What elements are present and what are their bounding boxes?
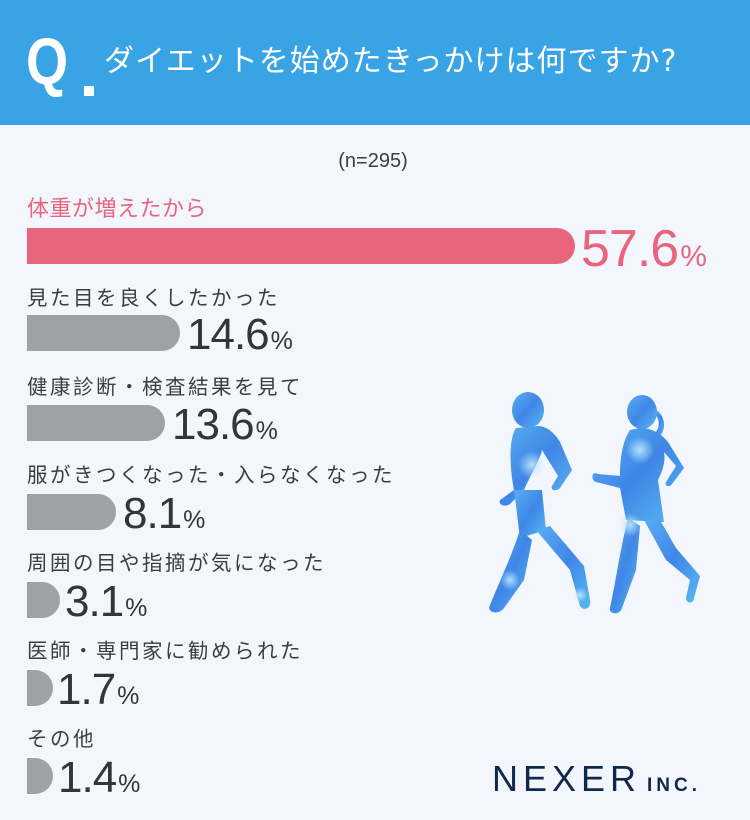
value-unit: % xyxy=(680,240,707,273)
value-unit: % xyxy=(118,770,141,798)
value-number: 14.6 xyxy=(187,310,270,359)
bar-value: 14.6% xyxy=(187,313,293,357)
bar-value: 1.7% xyxy=(57,668,139,712)
bar xyxy=(27,315,180,351)
value-unit: % xyxy=(117,682,140,710)
question-title: ダイエットを始めたきっかけは何ですか? xyxy=(104,44,678,79)
bar-label: 医師・専門家に勧められた xyxy=(27,639,303,663)
value-unit: % xyxy=(125,594,148,622)
company-logo: NEXER INC. xyxy=(492,758,701,800)
bar-label: 見た目を良くしたかった xyxy=(27,286,280,310)
bar-label: 体重が増えたから xyxy=(27,197,208,222)
bar xyxy=(27,405,165,441)
sample-size: (n=295) xyxy=(0,150,750,173)
value-number: 8.1 xyxy=(123,489,182,538)
bar-label: その他 xyxy=(27,727,96,751)
value-number: 3.1 xyxy=(65,577,124,626)
value-number: 13.6 xyxy=(172,400,255,449)
sample-size-text: (n=295) xyxy=(338,150,408,172)
bar xyxy=(27,758,53,794)
bar xyxy=(27,228,575,264)
logo-main: NEXER xyxy=(492,758,642,799)
bar-value: 8.1% xyxy=(123,492,205,536)
question-header: Q ダイエットを始めたきっかけは何ですか? xyxy=(0,0,750,125)
bar xyxy=(27,494,116,530)
bar-value: 13.6% xyxy=(172,403,278,447)
bar xyxy=(27,582,60,618)
bar-label: 周囲の目や指摘が気になった xyxy=(27,551,326,575)
runners-illustration xyxy=(489,392,700,614)
value-unit: % xyxy=(183,506,206,534)
bar-value: 57.6% xyxy=(581,223,707,275)
bar-label: 健康診断・検査結果を見て xyxy=(27,375,303,399)
value-unit: % xyxy=(255,417,278,445)
value-number: 1.4 xyxy=(58,753,117,802)
q-dot xyxy=(84,86,94,96)
bar-value: 3.1% xyxy=(65,580,147,624)
bar-label: 服がきつくなった・入らなくなった xyxy=(27,463,395,487)
q-mark: Q xyxy=(26,24,69,98)
value-number: 57.6 xyxy=(581,220,679,278)
logo-suffix: INC. xyxy=(647,775,702,796)
value-number: 1.7 xyxy=(57,665,116,714)
female-runner-icon xyxy=(592,395,700,614)
value-unit: % xyxy=(270,327,293,355)
bar-value: 1.4% xyxy=(58,756,140,800)
bar xyxy=(27,670,53,706)
